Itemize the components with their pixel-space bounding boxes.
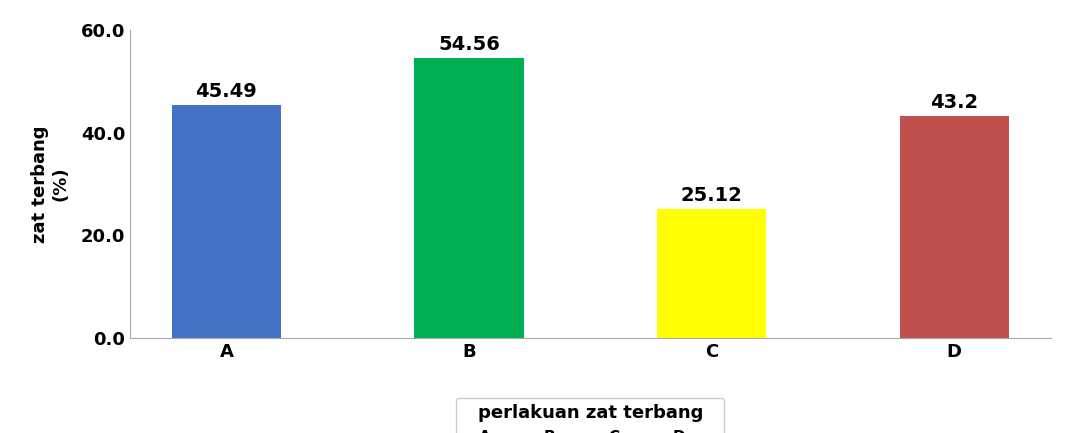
Y-axis label: zat terbang
(%): zat terbang (%) [30,125,69,243]
Text: 25.12: 25.12 [680,186,743,205]
Text: 54.56: 54.56 [438,35,500,54]
Legend: A
=1:1, B
=1:2, C
=1:3, D
= 1:0: A =1:1, B =1:2, C =1:3, D = 1:0 [456,398,725,433]
Text: 43.2: 43.2 [930,93,978,112]
Bar [415,58,523,338]
Bar [900,116,1008,338]
Bar [657,209,766,338]
Text: 45.49: 45.49 [196,81,258,100]
Bar [172,105,280,338]
